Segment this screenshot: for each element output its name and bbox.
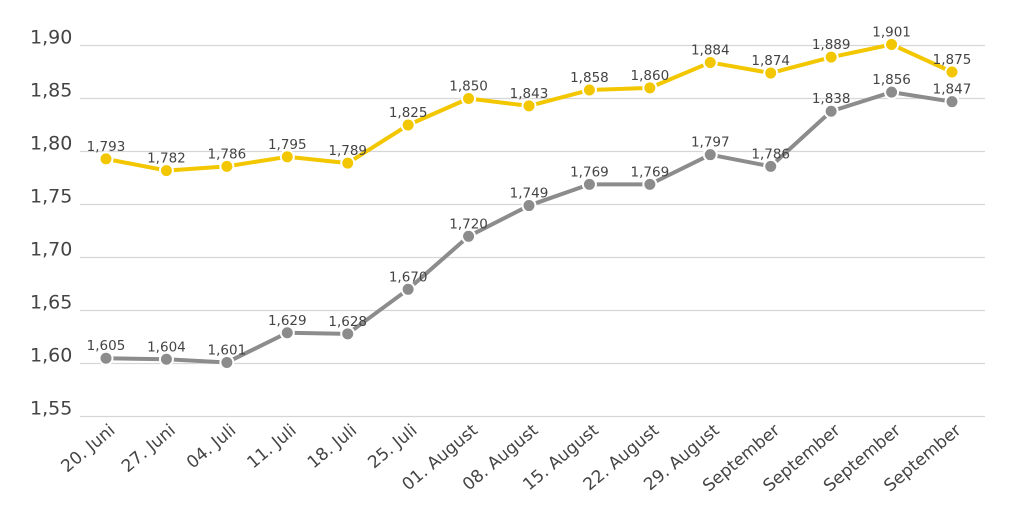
data-point: [763, 65, 779, 81]
data-label: 1,789: [328, 143, 367, 159]
data-point: [219, 158, 235, 174]
data-point: [461, 91, 477, 106]
data-point: [521, 198, 537, 214]
data-label: 1,875: [933, 52, 972, 68]
data-label: 1,874: [751, 53, 790, 69]
data-point: [400, 281, 416, 297]
x-tick-label: 25. Juli: [364, 421, 421, 473]
data-label: 1,720: [449, 216, 488, 232]
data-point: [461, 228, 477, 244]
data-label: 1,605: [87, 338, 126, 354]
data-point: [98, 350, 114, 366]
data-point: [340, 155, 356, 171]
data-label: 1,825: [389, 105, 428, 121]
data-point: [400, 117, 416, 133]
data-point: [944, 64, 960, 80]
data-label: 1,786: [751, 146, 790, 162]
data-label: 1,795: [268, 137, 307, 153]
data-label: 1,843: [510, 86, 549, 102]
data-label: 1,847: [933, 82, 972, 98]
data-labels: 1,793 1,782 1,786 1,795 1,789 1,825 1,850 1,843…: [87, 24, 972, 358]
data-point: [884, 36, 900, 52]
data-point: [279, 325, 295, 341]
data-point: [98, 151, 114, 167]
data-label: 1,860: [631, 68, 670, 84]
y-axis-ticks: 1,90 1,85 1,80 1,75 1,70 1,65 1,60 1,55: [30, 27, 72, 420]
data-label: 1,797: [691, 135, 730, 151]
data-point: [521, 98, 537, 114]
y-tick-label: 1,85: [30, 80, 72, 102]
data-point: [581, 176, 597, 192]
y-tick-label: 1,55: [30, 398, 72, 420]
y-tick-label: 1,90: [30, 27, 72, 49]
data-point: [158, 351, 174, 367]
data-point: [702, 147, 718, 163]
data-label: 1,769: [631, 164, 670, 180]
data-label: 1,858: [570, 70, 609, 86]
data-point: [158, 163, 174, 179]
data-label: 1,901: [872, 24, 911, 40]
data-point: [884, 84, 900, 100]
y-tick-label: 1,70: [30, 239, 72, 261]
data-label: 1,856: [872, 72, 911, 88]
data-label: 1,629: [268, 313, 307, 329]
data-label: 1,670: [389, 269, 428, 285]
data-label: 1,749: [510, 186, 549, 202]
series-line-2: [104, 90, 954, 365]
x-tick-label: 18. Juli: [304, 421, 361, 473]
series: [98, 36, 960, 370]
data-label: 1,793: [87, 139, 126, 155]
y-tick-label: 1,80: [30, 133, 72, 155]
data-label: 1,604: [147, 339, 186, 355]
data-point: [944, 94, 960, 110]
data-label: 1,782: [147, 151, 186, 167]
x-tick-label: 20. Juni: [58, 421, 120, 477]
y-tick-label: 1,60: [30, 345, 72, 367]
x-tick-label: 04. Juli: [183, 421, 240, 473]
data-point: [581, 82, 597, 98]
data-label: 1,838: [812, 91, 851, 107]
data-label: 1,769: [570, 164, 609, 180]
data-point: [823, 49, 839, 65]
x-tick-label: 27. Juni: [118, 421, 180, 477]
data-label: 1,628: [328, 314, 367, 330]
data-point: [642, 80, 658, 96]
data-label: 1,601: [208, 342, 247, 358]
data-point: [279, 149, 295, 165]
data-point: [702, 54, 718, 70]
y-tick-label: 1,65: [30, 292, 72, 314]
data-label: 1,884: [691, 42, 730, 58]
y-tick-label: 1,75: [30, 186, 72, 208]
data-label: 1,850: [449, 79, 488, 95]
x-tick-label: 11. Juli: [243, 421, 300, 473]
data-point: [219, 354, 235, 370]
data-point: [340, 326, 356, 342]
data-point: [763, 158, 779, 174]
data-label: 1,786: [208, 146, 247, 162]
data-point: [823, 103, 839, 119]
data-point: [642, 176, 658, 192]
data-label: 1,889: [812, 37, 851, 53]
